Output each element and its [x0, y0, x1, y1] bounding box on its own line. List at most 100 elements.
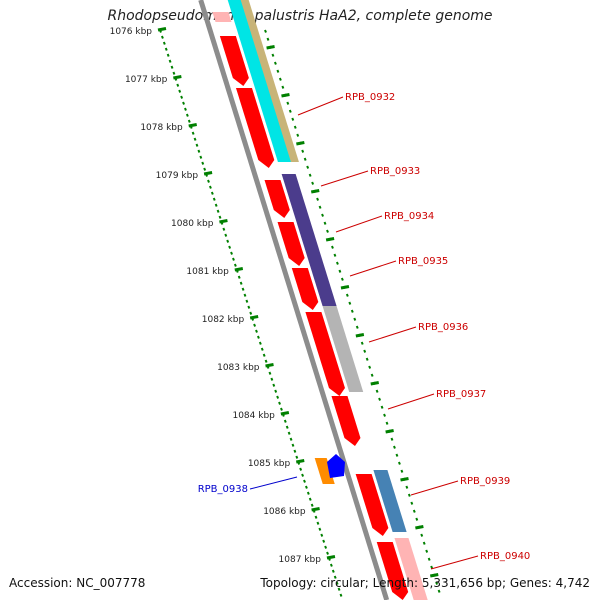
feature-bar	[240, 0, 299, 162]
scale-dot	[337, 587, 341, 591]
tick-label: 1077 kbp	[125, 75, 168, 85]
feature-bar	[373, 470, 407, 532]
tick-label: 1078 kbp	[140, 123, 183, 133]
major-tick	[234, 267, 244, 272]
feature-tracks	[212, 0, 428, 600]
scale-dot	[295, 455, 299, 459]
outer-scale-dot	[400, 469, 404, 473]
gene-label[interactable]: RPB_0937	[436, 389, 486, 400]
scale-dot	[308, 497, 312, 501]
gene-label[interactable]: RPB_0932	[345, 92, 395, 103]
accession-text: Accession: NC_007778	[9, 576, 146, 590]
major-tick	[188, 123, 197, 128]
scale-dot	[260, 347, 264, 351]
scale-dot	[243, 293, 247, 297]
major-tick	[157, 27, 167, 32]
scale-dot	[303, 479, 306, 483]
outer-scale-dot	[380, 405, 384, 409]
outer-scale-dot	[412, 509, 416, 513]
scale-dot	[222, 227, 226, 231]
feature-bar	[322, 306, 364, 392]
gene-label[interactable]: RPB_0933	[370, 166, 420, 177]
outer-scale-dot	[353, 317, 357, 321]
scale-dot	[245, 299, 249, 303]
tick-label: 1076 kbp	[110, 27, 153, 37]
outer-scale-dot	[410, 501, 414, 505]
cds-arrow	[219, 36, 249, 86]
gene-label[interactable]: RPB_0934	[384, 211, 434, 222]
gene-leader-line	[335, 215, 383, 233]
scale-dot	[162, 41, 166, 45]
reverse-feature	[314, 458, 335, 484]
major-tick	[249, 315, 259, 320]
outer-scale-dot	[323, 221, 327, 225]
outer-scale-dot	[333, 253, 337, 257]
cds-arrow	[264, 180, 290, 218]
scale-dot	[195, 143, 199, 147]
outer-scale-dot	[345, 293, 349, 297]
outer-scale-dot	[278, 77, 282, 81]
major-tick	[311, 507, 320, 512]
outer-scale-dot	[370, 373, 374, 377]
outer-scale-dot	[306, 165, 310, 169]
gene-label[interactable]: RPB_0938	[198, 484, 248, 495]
outer-major-tick	[429, 573, 439, 578]
outer-scale-dot	[266, 37, 270, 41]
outer-scale-dot	[273, 61, 277, 65]
scale-dot	[208, 185, 212, 189]
topology-summary: Topology: circular; Length: 5,331,656 bp…	[260, 576, 590, 590]
outer-scale-dot	[378, 397, 382, 401]
outer-scale-dot	[427, 557, 431, 561]
outer-scale-dot	[393, 445, 396, 449]
cds-arrow	[305, 312, 345, 396]
outer-scale-dot	[407, 493, 411, 497]
outer-scale-dot	[293, 125, 297, 129]
tick-label: 1083 kbp	[217, 363, 260, 373]
scale-dot	[247, 305, 251, 309]
major-tick	[326, 555, 336, 560]
outer-scale-dot	[348, 301, 352, 305]
scale-dot	[326, 551, 329, 555]
scale-dot	[241, 287, 245, 291]
outer-major-tick	[310, 189, 320, 194]
scale-dot	[304, 485, 308, 489]
outer-scale-dot	[422, 541, 426, 545]
scale-dot	[187, 119, 191, 123]
scale-dot	[228, 245, 232, 249]
major-tick	[295, 459, 305, 464]
backbone-line	[198, 0, 390, 600]
gene-label[interactable]: RPB_0940	[480, 551, 530, 562]
gene-label[interactable]: RPB_0935	[398, 256, 448, 267]
tick-label: 1082 kbp	[202, 315, 245, 325]
gene-labels: RPB_0932 RPB_0933 RPB_0934 RPB_0935 RPB_0936…	[198, 92, 530, 570]
outer-scale-dot	[415, 517, 419, 521]
outer-scale-dot	[368, 365, 372, 369]
reverse-arrow	[327, 454, 345, 478]
outer-scale-dot	[425, 549, 429, 553]
scale-dot	[322, 539, 326, 543]
scale-dot	[285, 425, 289, 429]
cds-arrow	[235, 88, 275, 168]
outer-scale-dot	[276, 69, 280, 73]
scale-dot	[212, 197, 216, 201]
scale-dot	[301, 473, 305, 477]
kbp-scale: 1076 kbp 1077 kbp 1078 kbp 1079 kbp 1080 kbp…	[110, 27, 441, 597]
outer-scale-dot	[363, 349, 367, 353]
major-tick	[280, 411, 290, 416]
outer-scale-dot	[286, 101, 290, 105]
scale-dot	[170, 65, 174, 69]
gene-label[interactable]: RPB_0936	[418, 322, 468, 333]
scale-dot	[218, 215, 222, 219]
outer-major-tick	[266, 45, 275, 50]
scale-dot	[214, 203, 218, 207]
cds-arrow	[355, 474, 389, 536]
scale-dot	[272, 383, 276, 387]
feature-bar	[227, 0, 292, 162]
gene-leader-line	[430, 555, 479, 570]
scale-dot	[230, 251, 233, 255]
scale-dot	[310, 503, 314, 507]
gene-label[interactable]: RPB_0939	[460, 476, 510, 487]
scale-dot	[239, 281, 243, 285]
outer-scale-dot	[271, 53, 275, 57]
scale-dot	[197, 149, 201, 153]
